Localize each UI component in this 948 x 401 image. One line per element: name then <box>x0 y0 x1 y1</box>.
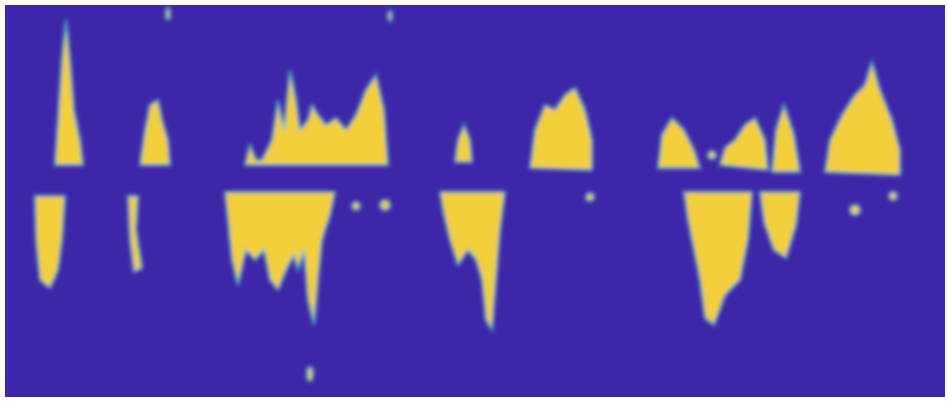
blob <box>388 11 392 21</box>
blob <box>352 202 360 210</box>
blob <box>850 205 860 215</box>
blob <box>166 8 170 20</box>
blob <box>380 200 390 210</box>
blob <box>307 367 313 381</box>
blob <box>889 192 897 200</box>
page <box>0 0 948 401</box>
spectrogram-image <box>0 0 948 401</box>
blob <box>708 151 716 159</box>
blob <box>586 193 594 201</box>
